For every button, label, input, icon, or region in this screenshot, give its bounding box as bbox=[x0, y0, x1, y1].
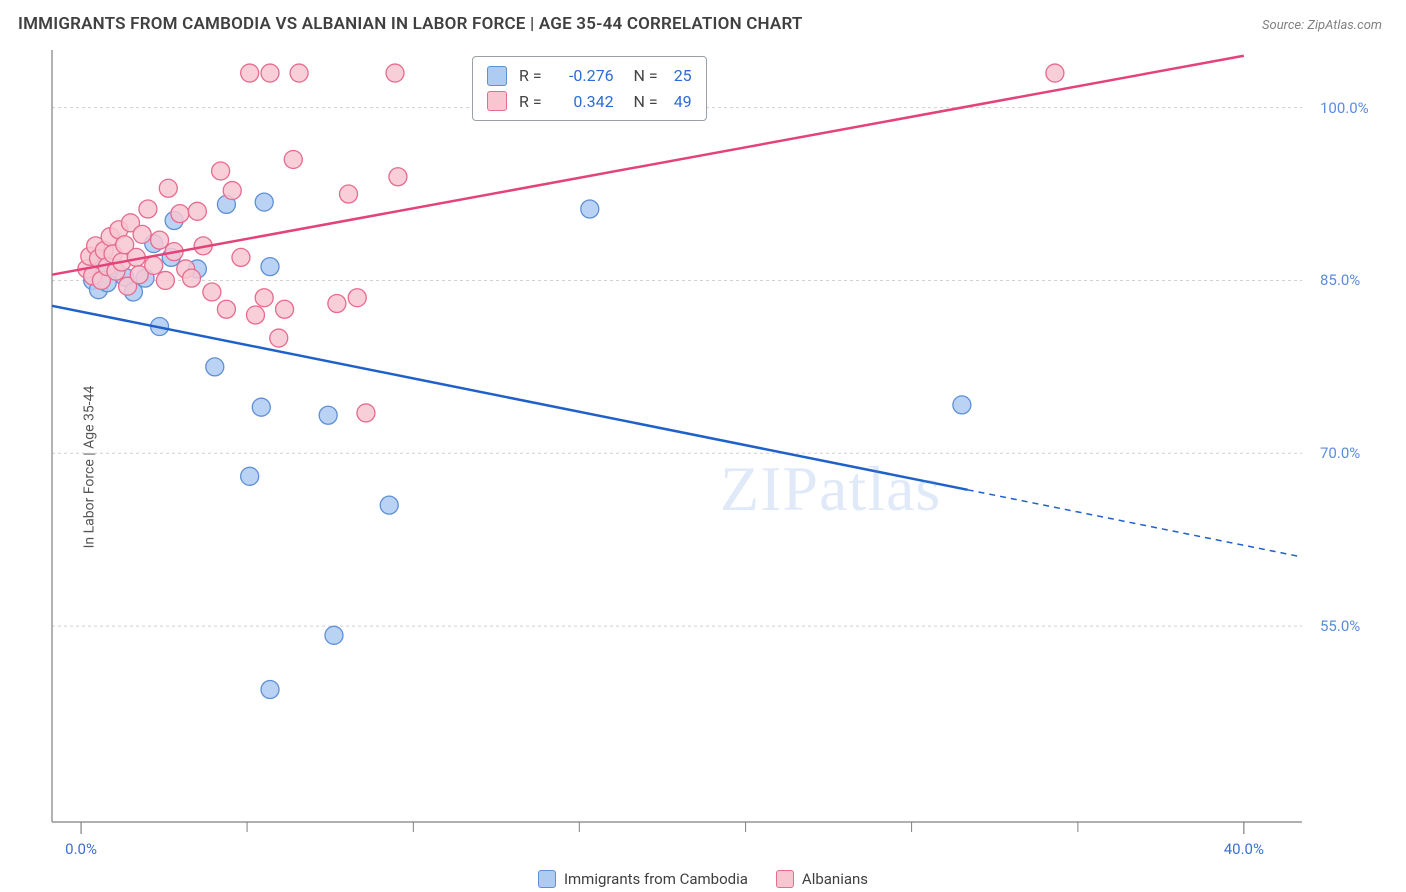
albanians-point bbox=[290, 64, 308, 82]
albanians-point bbox=[159, 179, 177, 197]
albanians-point bbox=[232, 248, 250, 266]
albanians-point bbox=[348, 289, 366, 307]
correlation-row-cambodia: R = -0.276 N = 25 bbox=[487, 63, 692, 89]
corr-n-value: 25 bbox=[670, 63, 692, 89]
cambodia-point bbox=[581, 200, 599, 218]
cambodia-point bbox=[319, 406, 337, 424]
albanians-point bbox=[212, 162, 230, 180]
legend-label: Albanians bbox=[802, 870, 868, 888]
legend-swatch-icon bbox=[538, 870, 556, 888]
corr-n-label: N = bbox=[626, 63, 658, 89]
albanians-point bbox=[139, 200, 157, 218]
albanians-point bbox=[357, 404, 375, 422]
cambodia-point bbox=[255, 193, 273, 211]
corr-n-label: N = bbox=[626, 89, 658, 115]
albanians-point bbox=[284, 150, 302, 168]
corr-r-value: 0.342 bbox=[554, 89, 614, 115]
cambodia-trendline bbox=[52, 306, 968, 490]
albanians-point bbox=[386, 64, 404, 82]
chart-title: IMMIGRANTS FROM CAMBODIA VS ALBANIAN IN … bbox=[18, 14, 803, 34]
corr-n-value: 49 bbox=[670, 89, 692, 115]
chart-area: In Labor Force | Age 35-44 ZIPatlas R =-… bbox=[0, 42, 1406, 892]
cambodia-point bbox=[206, 358, 224, 376]
cambodia-point bbox=[325, 626, 343, 644]
albanians-point bbox=[133, 225, 151, 243]
legend-item-albanians: Albanians bbox=[776, 870, 868, 888]
correlation-legend-box: R = -0.276 N = 25 R = 0.342 N = 49 bbox=[472, 56, 707, 121]
y-tick-label: 70.0% bbox=[1320, 444, 1360, 462]
corr-r-label: R = bbox=[519, 63, 542, 89]
cambodia-point bbox=[953, 396, 971, 414]
legend-swatch-icon bbox=[487, 66, 507, 86]
albanians-point bbox=[145, 256, 163, 274]
albanians-point bbox=[389, 168, 407, 186]
y-tick-label: 85.0% bbox=[1320, 271, 1360, 289]
albanians-point bbox=[241, 64, 259, 82]
albanians-point bbox=[255, 289, 273, 307]
x-tick-label: 0.0% bbox=[65, 840, 97, 858]
legend-item-cambodia: Immigrants from Cambodia bbox=[538, 870, 748, 888]
albanians-point bbox=[183, 269, 201, 287]
albanians-point bbox=[328, 294, 346, 312]
cambodia-point bbox=[261, 258, 279, 276]
albanians-point bbox=[151, 231, 169, 249]
corr-r-label: R = bbox=[519, 89, 542, 115]
legend-swatch-icon bbox=[776, 870, 794, 888]
albanians-point bbox=[203, 283, 221, 301]
cambodia-point bbox=[261, 680, 279, 698]
y-tick-label: 100.0% bbox=[1320, 99, 1369, 117]
albanians-point bbox=[246, 306, 264, 324]
albanians-point bbox=[188, 202, 206, 220]
albanians-point bbox=[1046, 64, 1064, 82]
cambodia-point bbox=[252, 398, 270, 416]
scatter-plot bbox=[0, 42, 1406, 862]
cambodia-trendline-extrap bbox=[968, 490, 1302, 557]
bottom-legend: Immigrants from Cambodia Albanians bbox=[0, 870, 1406, 888]
x-tick-label: 40.0% bbox=[1224, 840, 1264, 858]
legend-swatch-icon bbox=[487, 91, 507, 111]
source-label: Source: ZipAtlas.com bbox=[1262, 18, 1382, 33]
albanians-point bbox=[270, 329, 288, 347]
correlation-row-albanians: R = 0.342 N = 49 bbox=[487, 89, 692, 115]
legend-label: Immigrants from Cambodia bbox=[564, 870, 748, 888]
y-tick-label: 55.0% bbox=[1320, 617, 1360, 635]
albanians-point bbox=[340, 185, 358, 203]
cambodia-point bbox=[241, 467, 259, 485]
albanians-point bbox=[261, 64, 279, 82]
albanians-point bbox=[223, 182, 241, 200]
albanians-point bbox=[217, 300, 235, 318]
title-bar: IMMIGRANTS FROM CAMBODIA VS ALBANIAN IN … bbox=[0, 0, 1406, 44]
albanians-point bbox=[276, 300, 294, 318]
corr-r-value: -0.276 bbox=[554, 63, 614, 89]
cambodia-point bbox=[380, 496, 398, 514]
albanians-point bbox=[171, 205, 189, 223]
albanians-point bbox=[156, 271, 174, 289]
